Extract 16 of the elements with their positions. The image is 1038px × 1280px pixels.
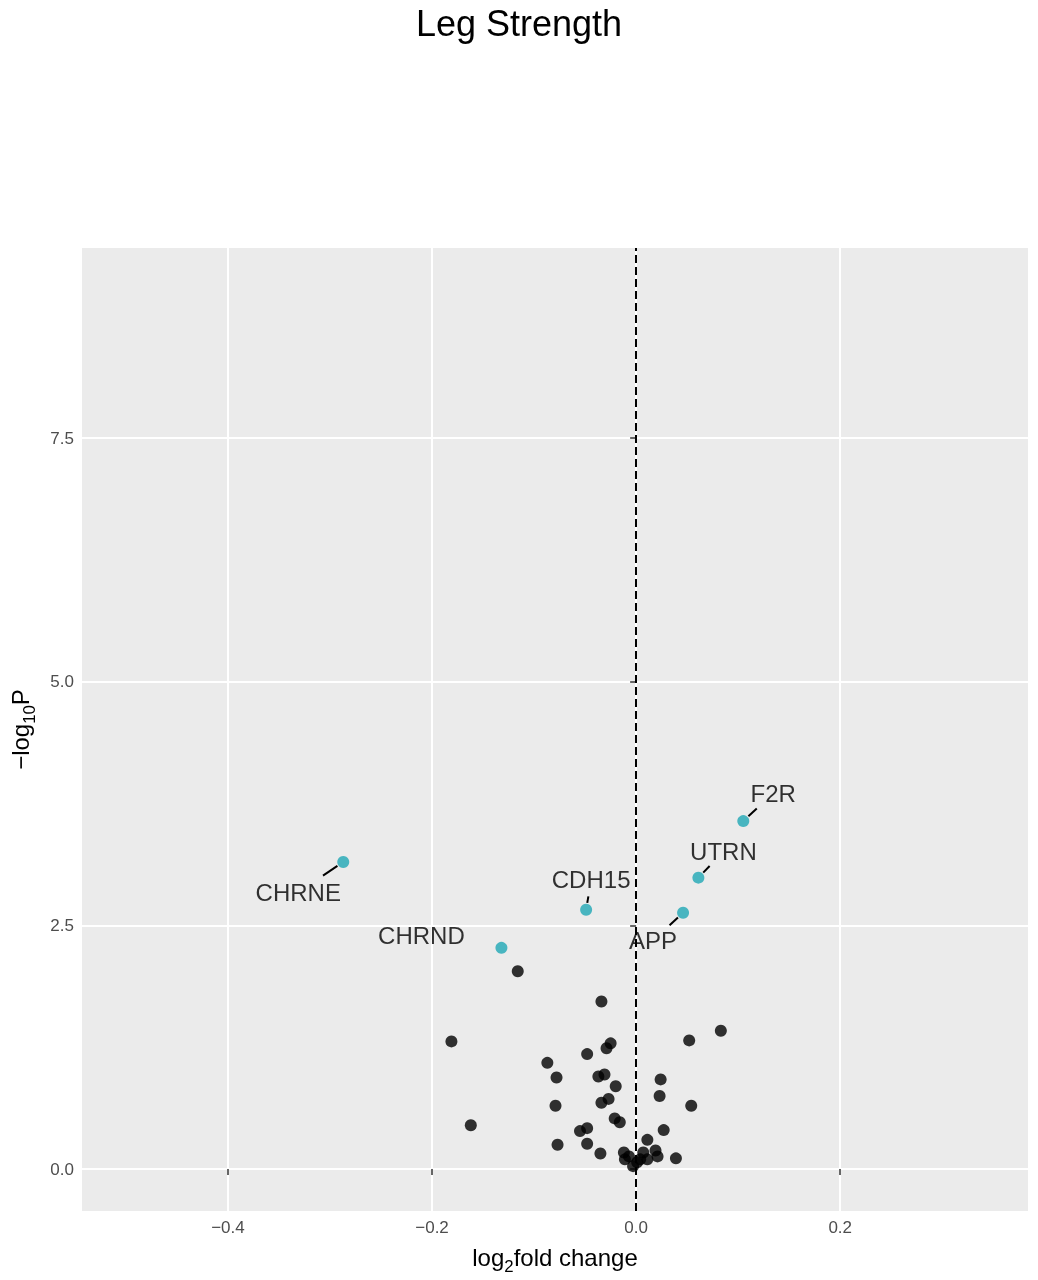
chart-title: Leg Strength — [415, 2, 623, 44]
annotation: CDH15 — [551, 866, 631, 894]
x-tick-label: −0.2 — [415, 1218, 449, 1237]
annotation: F2R — [750, 779, 796, 807]
x-tick-label: 0.0 — [624, 1218, 648, 1237]
y-axis-title: −log10P — [6, 689, 39, 770]
annotation: UTRN — [690, 838, 757, 866]
annotation: CHRNE — [255, 878, 341, 906]
y-tick-label: 2.5 — [50, 915, 74, 935]
y-tick-label: 0.0 — [50, 1159, 74, 1179]
x-tick-label: 0.2 — [828, 1218, 853, 1237]
x-tick-label: −0.4 — [211, 1218, 245, 1237]
annotation: APP — [629, 927, 678, 955]
y-tick-label: 5.0 — [50, 672, 74, 692]
y-tick-label: 7.5 — [50, 428, 74, 448]
annotation: CHRND — [378, 922, 465, 950]
